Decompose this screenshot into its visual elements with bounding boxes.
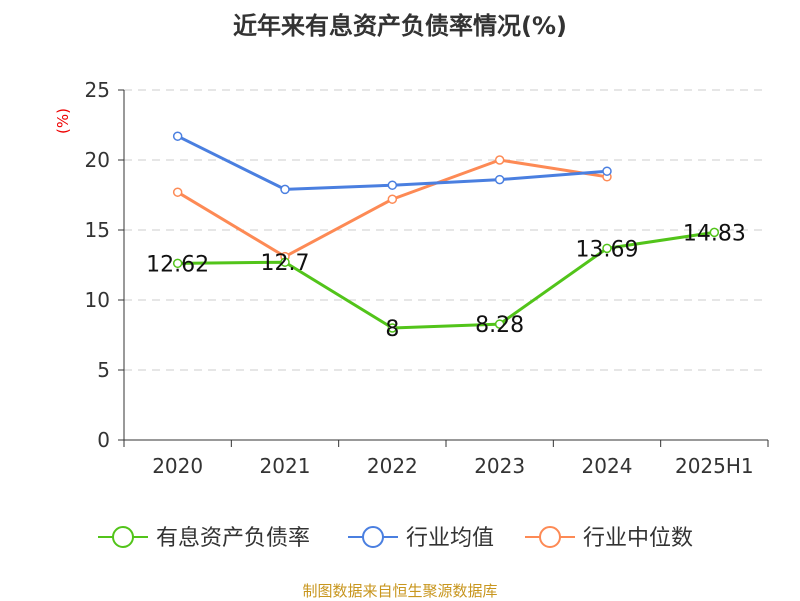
- legend-marker: [362, 526, 384, 548]
- y-tick-label: 20: [85, 148, 110, 172]
- data-point: [387, 323, 398, 333]
- data-point: [172, 131, 183, 141]
- data-label: 14.83: [683, 221, 746, 246]
- data-point: [172, 258, 183, 269]
- data-point: [494, 155, 505, 165]
- data-point: [602, 166, 612, 176]
- y-tick-label: 10: [85, 288, 110, 312]
- data-point: [387, 180, 398, 190]
- x-tick-label: 2022: [367, 454, 418, 478]
- legend-label: 行业中位数: [583, 526, 693, 551]
- data-label: 8.28: [475, 313, 524, 338]
- data-point: [494, 319, 505, 329]
- y-tick-label: 25: [85, 78, 110, 102]
- data-label: 13.69: [576, 237, 639, 262]
- data-point: [280, 257, 290, 267]
- legend-label: 行业均值: [406, 526, 494, 551]
- data-point: [387, 194, 398, 204]
- y-tick-label: 0: [97, 428, 110, 452]
- series-line: [176, 158, 608, 259]
- legend-label: 有息资产负债率: [156, 526, 310, 551]
- data-point: [172, 187, 183, 197]
- x-tick-label: 2024: [582, 454, 633, 478]
- legend-marker: [112, 526, 134, 548]
- data-label: 12.7: [261, 251, 310, 276]
- legend-marker: [539, 526, 561, 548]
- x-tick-label: 2020: [152, 454, 203, 478]
- x-tick-label: 2025H1: [675, 454, 754, 478]
- y-tick-label: 5: [97, 358, 110, 382]
- data-point: [602, 243, 612, 254]
- x-tick-label: 2023: [474, 454, 525, 478]
- data-point: [280, 184, 290, 195]
- data-label: 12.62: [146, 252, 209, 277]
- x-tick-label: 2021: [260, 454, 311, 478]
- data-point: [494, 174, 505, 185]
- chart-title: 近年来有息资产负债率情况(%): [233, 12, 567, 40]
- source-note: 制图数据来自恒生聚源数据库: [302, 582, 498, 600]
- data-point: [709, 227, 720, 238]
- y-tick-label: 15: [85, 218, 110, 242]
- series-line: [177, 230, 715, 330]
- data-label: 8: [385, 317, 399, 342]
